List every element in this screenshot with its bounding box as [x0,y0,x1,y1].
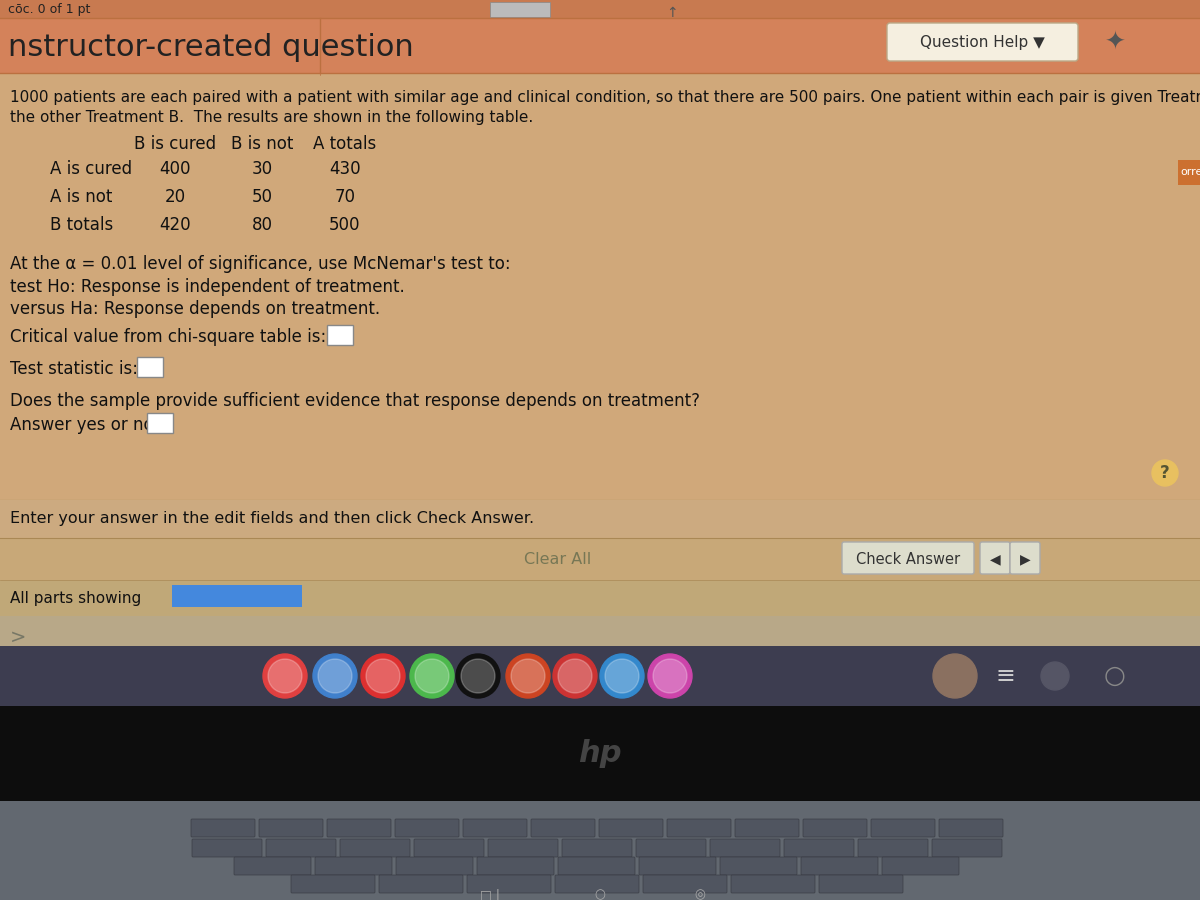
Text: B totals: B totals [50,216,113,234]
FancyBboxPatch shape [379,875,463,893]
Text: >: > [10,628,26,647]
Text: Question Help ▼: Question Help ▼ [919,35,1044,50]
FancyBboxPatch shape [871,819,935,837]
Circle shape [553,654,598,698]
Text: 30: 30 [252,160,272,178]
FancyBboxPatch shape [887,23,1078,61]
Text: ↑: ↑ [666,6,678,20]
FancyBboxPatch shape [488,839,558,857]
FancyBboxPatch shape [643,875,727,893]
Text: hp: hp [578,739,622,768]
FancyBboxPatch shape [640,857,716,875]
Circle shape [415,659,449,693]
Text: versus Ha: Response depends on treatment.: versus Ha: Response depends on treatment… [10,300,380,318]
Circle shape [934,654,977,698]
FancyBboxPatch shape [842,542,974,574]
FancyBboxPatch shape [530,819,595,837]
FancyBboxPatch shape [710,839,780,857]
Circle shape [410,654,454,698]
FancyBboxPatch shape [326,819,391,837]
Circle shape [648,654,692,698]
FancyBboxPatch shape [1178,160,1200,185]
Circle shape [461,659,496,693]
Circle shape [268,659,302,693]
Text: 20: 20 [164,188,186,206]
Text: Answer yes or no:: Answer yes or no: [10,416,160,434]
Circle shape [263,654,307,698]
Text: 400: 400 [160,160,191,178]
FancyBboxPatch shape [599,819,662,837]
FancyBboxPatch shape [1010,542,1040,574]
FancyBboxPatch shape [0,73,1200,573]
Circle shape [361,654,406,698]
FancyBboxPatch shape [172,585,302,607]
Text: B is cured: B is cured [134,135,216,153]
Text: 500: 500 [329,216,361,234]
Circle shape [511,659,545,693]
FancyBboxPatch shape [292,875,374,893]
FancyBboxPatch shape [554,875,640,893]
FancyBboxPatch shape [858,839,928,857]
Text: □ |: □ | [480,888,500,900]
FancyBboxPatch shape [326,325,353,345]
Circle shape [1152,460,1178,486]
Circle shape [506,654,550,698]
FancyBboxPatch shape [191,819,256,837]
FancyBboxPatch shape [137,357,163,377]
FancyBboxPatch shape [731,875,815,893]
FancyBboxPatch shape [0,801,1200,900]
FancyBboxPatch shape [0,500,1200,538]
FancyBboxPatch shape [234,857,311,875]
FancyBboxPatch shape [314,857,392,875]
Text: 80: 80 [252,216,272,234]
FancyBboxPatch shape [734,819,799,837]
Text: ▶: ▶ [1020,552,1031,566]
FancyBboxPatch shape [784,839,854,857]
FancyBboxPatch shape [802,857,878,875]
FancyBboxPatch shape [558,857,635,875]
FancyBboxPatch shape [818,875,904,893]
FancyBboxPatch shape [266,839,336,857]
FancyBboxPatch shape [0,580,1200,616]
Text: Critical value from chi-square table is:: Critical value from chi-square table is: [10,328,326,346]
Circle shape [366,659,400,693]
FancyBboxPatch shape [463,819,527,837]
Text: 420: 420 [160,216,191,234]
FancyBboxPatch shape [882,857,959,875]
FancyBboxPatch shape [490,2,550,17]
Text: Test statistic is:: Test statistic is: [10,360,138,378]
Circle shape [605,659,640,693]
FancyBboxPatch shape [192,839,262,857]
Circle shape [318,659,352,693]
Text: the other Treatment B.  The results are shown in the following table.: the other Treatment B. The results are s… [10,110,533,125]
FancyBboxPatch shape [0,646,1200,706]
FancyBboxPatch shape [0,616,1200,646]
FancyBboxPatch shape [0,18,1200,73]
Text: nstructor-created question: nstructor-created question [8,32,414,61]
Text: A totals: A totals [313,135,377,153]
Text: All parts showing: All parts showing [10,590,142,606]
FancyBboxPatch shape [667,819,731,837]
Text: Clear All: Clear All [524,552,592,566]
Text: Enter your answer in the edit fields and then click Check Answer.: Enter your answer in the edit fields and… [10,511,534,526]
Text: ≡: ≡ [995,664,1015,688]
FancyBboxPatch shape [720,857,797,875]
FancyBboxPatch shape [396,857,473,875]
FancyBboxPatch shape [259,819,323,837]
Circle shape [456,654,500,698]
Text: 70: 70 [335,188,355,206]
Circle shape [1042,662,1069,690]
Circle shape [558,659,592,693]
FancyBboxPatch shape [478,857,554,875]
Text: orre: orre [1180,167,1200,177]
FancyBboxPatch shape [395,819,458,837]
FancyBboxPatch shape [414,839,484,857]
FancyBboxPatch shape [340,839,410,857]
FancyBboxPatch shape [0,538,1200,580]
FancyBboxPatch shape [980,542,1010,574]
Text: ◎: ◎ [695,888,706,900]
Text: ○: ○ [1104,664,1126,688]
Text: A is cured: A is cured [50,160,132,178]
FancyBboxPatch shape [467,875,551,893]
